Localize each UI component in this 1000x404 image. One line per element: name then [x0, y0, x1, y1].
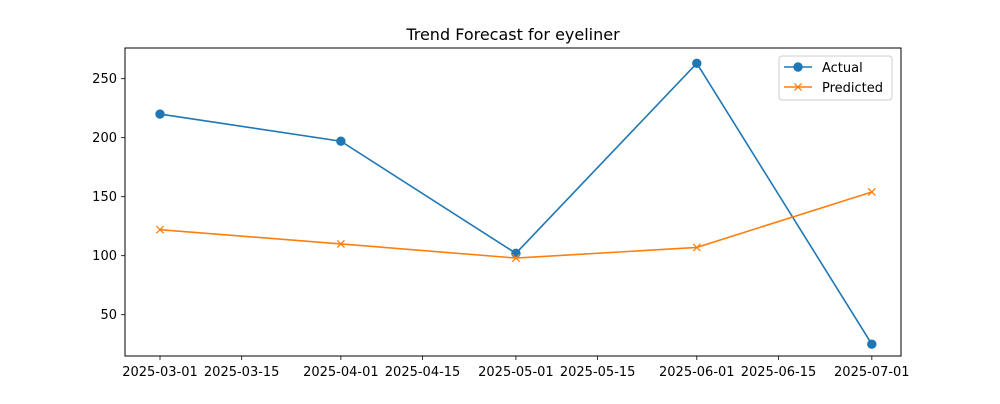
- data-point-predicted: [692, 243, 701, 252]
- chart-title: Trend Forecast for eyeliner: [405, 25, 620, 44]
- data-point-actual: [155, 109, 165, 119]
- data-point-predicted: [155, 225, 165, 234]
- y-tick-label: 250: [92, 72, 117, 87]
- y-tick-label: 50: [100, 308, 117, 323]
- data-point-actual: [336, 136, 346, 146]
- x-tick-label: 2025-07-01: [834, 365, 910, 380]
- y-tick-label: 150: [92, 190, 117, 205]
- x-tick-label: 2025-04-01: [303, 365, 379, 380]
- plot-area: 2025-03-01 2025-03-15 2025-04-01 2025-04-15…: [92, 58, 910, 380]
- x-tick-label: 2025-04-15: [385, 365, 461, 380]
- data-point-predicted: [867, 187, 876, 197]
- legend: Actual Predicted: [778, 55, 893, 101]
- y-tick-label: 200: [92, 131, 117, 146]
- data-point-predicted: [336, 239, 345, 248]
- axes-frame: [124, 47, 902, 357]
- legend-label-predicted: Predicted: [822, 81, 883, 96]
- data-point-actual: [511, 248, 521, 259]
- legend-label-actual: Actual: [822, 61, 863, 76]
- data-point-predicted: [511, 253, 520, 263]
- x-tick-label: 2025-05-01: [478, 365, 554, 380]
- legend-marker-actual: [793, 62, 803, 72]
- legend-marker-predicted: [793, 82, 803, 92]
- data-point-actual: [867, 339, 877, 349]
- x-tick-label: 2025-06-15: [741, 365, 817, 380]
- data-point-actual: [692, 58, 702, 69]
- x-tick-label: 2025-06-01: [659, 365, 735, 380]
- x-tick-label: 2025-03-15: [204, 365, 280, 380]
- x-tick-label: 2025-05-15: [560, 365, 636, 380]
- x-tick-label: 2025-03-01: [122, 365, 198, 380]
- y-tick-label: 100: [92, 249, 117, 264]
